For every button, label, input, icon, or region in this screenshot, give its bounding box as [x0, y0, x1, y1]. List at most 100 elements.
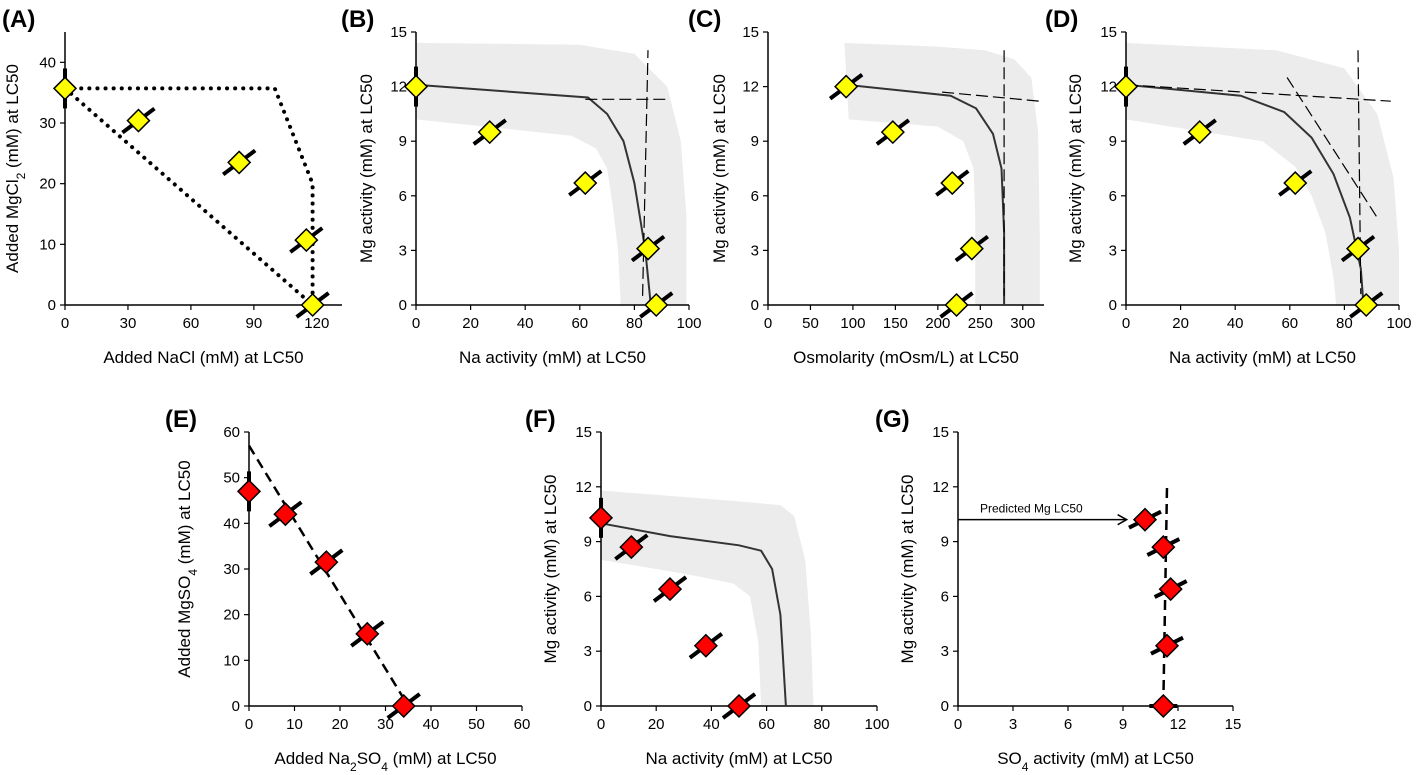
data-point	[1283, 170, 1308, 196]
axis-label-subscript: 4	[1022, 760, 1029, 774]
data-point	[273, 502, 298, 527]
y-axis-label: Mg activity (mM) at LC50	[710, 74, 729, 263]
y-axis-label: Mg activity (mM) at LC50	[541, 475, 560, 664]
y-tick-label: 0	[584, 698, 592, 715]
data-point	[644, 292, 669, 318]
x-tick-label: 60	[571, 315, 588, 332]
data-point	[314, 550, 339, 575]
y-tick-label: 12	[390, 79, 407, 96]
x-tick-label: 150	[883, 315, 908, 332]
x-tick-label: 20	[462, 315, 479, 332]
panel-f: 0 20 40 60 80 100 0 3 6 9 12 15 (F) Na activity (mM) …	[525, 406, 890, 768]
dashed-reference-line	[1357, 50, 1362, 295]
x-axis-label: Na activity (mM) at LC50	[1169, 348, 1356, 367]
y-axis-label: Added MgCl2 (mM) at LC50	[3, 64, 28, 273]
y-tick-label: 50	[223, 470, 240, 487]
confidence-band	[416, 42, 687, 306]
model-fit-line	[845, 83, 1006, 305]
x-tick-label: 10	[286, 716, 303, 733]
x-tick-label: 30	[377, 716, 394, 733]
x-tick-label: 3	[1009, 716, 1017, 733]
y-tick-label: 15	[390, 24, 407, 41]
y-tick-label: 0	[941, 698, 949, 715]
panel-label: (D)	[1045, 6, 1078, 33]
panel-g: 0 3 6 9 12 15 0 3 6 9 12 15 Predicted Mg LC50 (G) SO4 …	[875, 406, 1241, 774]
y-tick-label: 6	[584, 588, 592, 605]
data-point	[477, 120, 502, 145]
axis-label-part: (mM) at LC50	[175, 460, 194, 569]
x-tick-label: 80	[626, 315, 643, 332]
axis-label-subscript: 4	[381, 760, 388, 774]
panel-e: 0 10 20 30 40 50 60 0 10 20 30 40 50 60 (E) Added Na2SO…	[165, 406, 530, 774]
x-tick-label: 0	[245, 716, 253, 733]
y-axis-label: Mg activity (mM) at LC50	[357, 74, 376, 263]
axis-label-subscript: 4	[186, 569, 200, 576]
y-tick-label: 9	[941, 534, 949, 551]
x-tick-label: 50	[802, 315, 819, 332]
x-tick-label: 50	[468, 716, 485, 733]
data-point	[1345, 236, 1371, 261]
confidence-band	[1126, 42, 1399, 306]
y-tick-label: 12	[1100, 79, 1117, 96]
y-tick-label: 15	[1100, 24, 1117, 41]
y-tick-label: 9	[1109, 133, 1117, 150]
data-point	[834, 74, 859, 99]
x-tick-label: 0	[61, 315, 69, 332]
data-point	[944, 292, 969, 318]
annotation-arrowhead	[1117, 514, 1129, 526]
x-tick-label: 40	[517, 315, 534, 332]
data-point	[619, 535, 644, 560]
x-axis-label: SO4 activity (mM) at LC50	[997, 749, 1194, 774]
x-tick-label: 60	[514, 716, 531, 733]
x-tick-label: 100	[1386, 315, 1411, 332]
data-point	[1354, 292, 1379, 318]
y-tick-label: 15	[932, 424, 949, 441]
panel-a: 0 30 60 90 120 0 10 20 30 40 (A) Added NaCl (mM) at…	[2, 6, 342, 367]
y-tick-label: 3	[399, 242, 407, 259]
confidence-band	[844, 42, 1040, 306]
data-point	[880, 120, 905, 145]
y-tick-label: 15	[742, 24, 759, 41]
x-tick-label: 20	[1172, 315, 1189, 332]
data-point	[1154, 633, 1180, 658]
x-tick-label: 12	[1170, 716, 1187, 733]
panel-label: (G)	[875, 406, 910, 433]
data-point	[355, 621, 380, 646]
x-axis-label: Added NaCl (mM) at LC50	[103, 348, 303, 367]
panel-d: 0 20 40 60 80 100 0 3 6 9 12 15 (D) Na activity (mM) …	[1045, 6, 1412, 367]
x-tick-label: 6	[1064, 716, 1072, 733]
x-tick-label: 200	[925, 315, 950, 332]
x-tick-label: 300	[1010, 315, 1035, 332]
x-tick-label: 60	[183, 315, 200, 332]
data-point	[52, 76, 78, 101]
y-tick-label: 40	[223, 515, 240, 532]
x-tick-label: 0	[597, 716, 605, 733]
x-tick-label: 0	[764, 315, 772, 332]
x-axis-label: Osmolarity (mOsm/L) at LC50	[793, 348, 1019, 367]
panel-c: 0 50 100 150 200 250 300 0 3 6 9 12 15 (C) Osmolarity …	[688, 6, 1044, 367]
data-point	[940, 170, 965, 196]
y-tick-label: 12	[932, 479, 949, 496]
x-tick-label: 15	[1225, 716, 1242, 733]
x-tick-label: 250	[968, 315, 993, 332]
x-tick-label: 0	[412, 315, 420, 332]
y-tick-label: 12	[742, 79, 759, 96]
x-tick-label: 90	[246, 315, 263, 332]
x-tick-label: 20	[332, 716, 349, 733]
dashed-reference-line	[1162, 486, 1169, 707]
x-tick-label: 40	[703, 716, 720, 733]
y-tick-label: 3	[1109, 242, 1117, 259]
panel-b: 0 20 40 60 80 100 0 3 6 9 12 15 (B) Na activity (mM) …	[341, 6, 702, 367]
y-axis-label: Mg activity (mM) at LC50	[898, 475, 917, 664]
annotation-label: Predicted Mg LC50	[980, 502, 1083, 516]
axis-label-part: Added MgCl	[3, 179, 22, 273]
model-fit-line	[1125, 83, 1365, 306]
axis-label-subscript: 2	[14, 172, 28, 179]
y-tick-label: 6	[941, 588, 949, 605]
x-tick-label: 80	[813, 716, 830, 733]
x-tick-label: 80	[1336, 315, 1353, 332]
panel-label: (A)	[2, 6, 35, 33]
data-point	[1187, 120, 1212, 145]
data-point	[294, 228, 319, 253]
y-tick-label: 15	[575, 424, 592, 441]
